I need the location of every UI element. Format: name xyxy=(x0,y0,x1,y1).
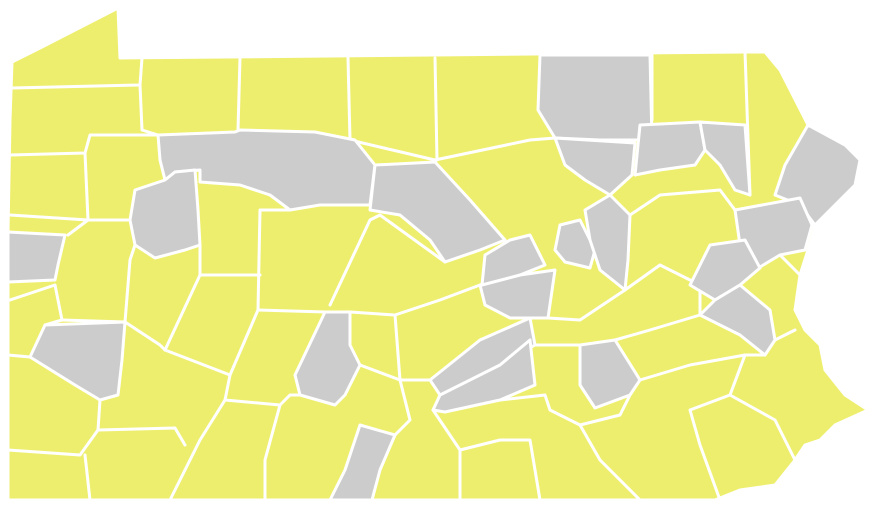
gray-county-18 xyxy=(128,168,202,260)
gray-county-21 xyxy=(293,310,362,407)
gray-county-9 xyxy=(578,338,642,410)
gray-county-4 xyxy=(698,120,752,197)
gray-county-22 xyxy=(328,423,397,502)
gray-county-1 xyxy=(536,53,654,142)
county-borders xyxy=(6,50,802,502)
gray-county-11 xyxy=(431,338,537,414)
gray-counties xyxy=(6,53,862,502)
gray-county-14 xyxy=(553,218,597,270)
gray-county-8 xyxy=(698,283,777,357)
gray-county-15 xyxy=(583,193,632,292)
gray-county-13 xyxy=(480,233,547,287)
gray-county-19 xyxy=(6,230,67,284)
gray-county-20 xyxy=(28,320,127,402)
gray-county-17 xyxy=(368,160,507,264)
